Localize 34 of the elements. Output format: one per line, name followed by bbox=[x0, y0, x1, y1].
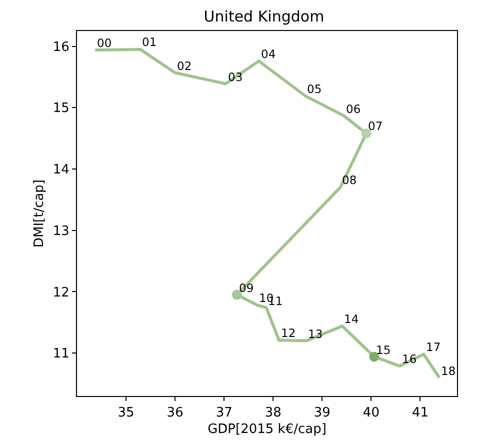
chart-title: United Kingdom bbox=[204, 8, 324, 26]
annotation: 08 bbox=[342, 173, 357, 187]
annotation: 14 bbox=[344, 312, 359, 326]
y-tick-label: 14 bbox=[52, 162, 70, 178]
y-tick-label: 15 bbox=[52, 101, 70, 116]
x-tick-label: 35 bbox=[118, 406, 134, 421]
annotation: 04 bbox=[261, 47, 276, 61]
x-tick-label: 39 bbox=[314, 406, 330, 421]
annotation: 15 bbox=[376, 343, 391, 357]
x-tick-label: 36 bbox=[166, 406, 184, 421]
line-series bbox=[94, 48, 441, 380]
annotation: 06 bbox=[346, 102, 361, 116]
annotation: 16 bbox=[402, 352, 417, 366]
annotation: 12 bbox=[281, 326, 296, 340]
annotation: 13 bbox=[308, 327, 323, 341]
annotation: 18 bbox=[441, 364, 456, 378]
annotation: 00 bbox=[97, 36, 112, 50]
annotation: 17 bbox=[426, 340, 441, 354]
annotation: 03 bbox=[228, 70, 243, 84]
annotation: 05 bbox=[307, 82, 322, 96]
annotation: 01 bbox=[142, 35, 157, 49]
y-axis-title: DMI[t/cap] bbox=[32, 179, 47, 248]
y-tick-label: 12 bbox=[52, 285, 70, 300]
x-tick-label: 38 bbox=[264, 406, 282, 421]
x-tick-label: 37 bbox=[216, 406, 232, 421]
y-tick-label: 11 bbox=[52, 346, 70, 362]
annotation: 07 bbox=[368, 119, 383, 133]
annotation: 09 bbox=[239, 281, 254, 295]
y-tick-label: 13 bbox=[52, 224, 70, 239]
annotation: 02 bbox=[177, 59, 192, 73]
x-tick-label: 41 bbox=[412, 406, 429, 421]
y-tick-label: 16 bbox=[52, 40, 70, 55]
x-tick-label: 40 bbox=[362, 406, 380, 421]
x-axis-title: GDP[2015 k€/cap] bbox=[208, 422, 326, 438]
